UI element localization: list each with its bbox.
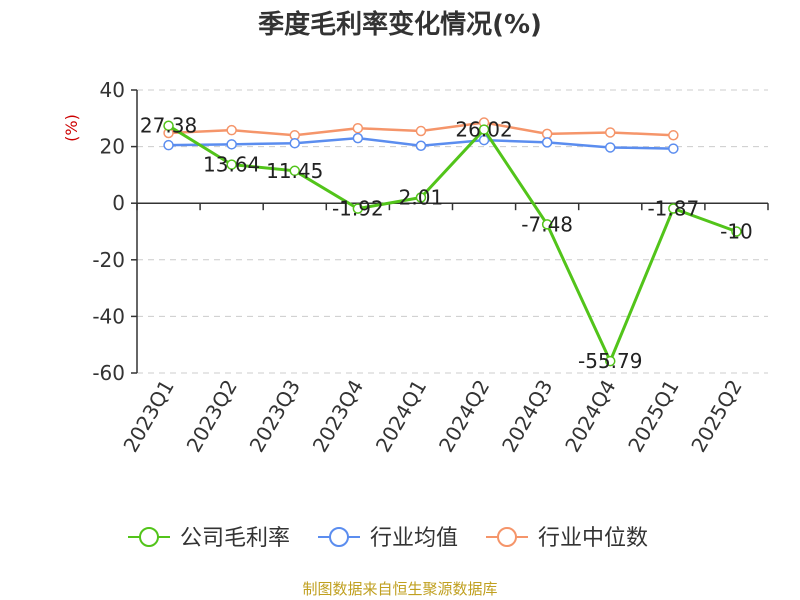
data-point: [226, 124, 237, 136]
series-lines: [163, 117, 742, 367]
x-tick-label: 2025Q1: [623, 376, 683, 457]
data-label: 13.64: [203, 153, 260, 177]
y-tick-label: -60: [92, 361, 125, 385]
x-tick-label: 2025Q2: [686, 376, 746, 457]
data-point: [605, 142, 616, 153]
data-point: [605, 127, 616, 138]
y-axis-label: (%): [62, 114, 81, 142]
legend-label: 行业中位数: [538, 526, 648, 551]
x-tick-label: 2023Q1: [118, 376, 178, 457]
x-tick-label: 2023Q4: [308, 376, 368, 457]
data-point: [289, 137, 300, 149]
source-footer: 制图数据来自恒生聚源数据库: [302, 580, 498, 598]
y-tick-label: 0: [112, 191, 125, 215]
data-point: [163, 120, 174, 131]
legend: 公司毛利率 行业均值 行业中位数: [128, 526, 648, 551]
data-label: -1.87: [647, 196, 699, 220]
chart-title: 季度毛利率变化情况(%): [258, 10, 542, 40]
legend-marker: [497, 527, 517, 547]
data-point: [668, 203, 679, 214]
series-line: [167, 124, 737, 365]
y-tick-label: -40: [92, 304, 125, 328]
data-point: [352, 132, 364, 144]
data-point: [541, 137, 553, 148]
legend-label: 行业均值: [370, 526, 458, 551]
x-tick-label: 2024Q3: [497, 376, 557, 457]
data-point: [478, 124, 490, 135]
data-label: 27.38: [140, 114, 197, 138]
legend-marker: [139, 527, 159, 547]
data-point: [352, 203, 364, 214]
data-label: 2.01: [399, 186, 444, 210]
data-point: [415, 192, 427, 203]
data-point: [289, 165, 300, 177]
data-label: -1.92: [332, 197, 384, 221]
x-tick-label: 2024Q1: [371, 376, 431, 457]
data-point: [668, 130, 679, 141]
data-point: [605, 355, 616, 367]
data-point: [352, 122, 364, 134]
y-tick-label: -20: [92, 248, 125, 272]
data-point: [226, 139, 237, 150]
data-label: 26.02: [455, 118, 512, 142]
x-tick-label: 2024Q4: [560, 376, 620, 457]
data-label: -10: [720, 220, 753, 244]
data-point: [731, 226, 742, 237]
data-point: [415, 125, 427, 137]
data-point: [415, 140, 427, 152]
y-tick-label: 20: [100, 135, 125, 159]
x-tick-label: 2023Q3: [245, 376, 305, 457]
data-point: [478, 134, 490, 146]
data-label: -7.48: [521, 212, 573, 236]
data-point: [541, 128, 553, 140]
data-point: [541, 219, 553, 230]
data-point: [226, 159, 237, 170]
data-label: 11.45: [266, 159, 323, 183]
y-tick-label: 40: [100, 78, 125, 102]
data-point: [163, 139, 174, 151]
legend-marker: [329, 527, 349, 547]
legend-label: 公司毛利率: [180, 526, 290, 551]
data-point: [668, 143, 679, 154]
x-tick-label: 2023Q2: [182, 376, 242, 457]
data-label: -55.79: [578, 349, 642, 373]
x-tick-label: 2024Q2: [434, 376, 494, 457]
